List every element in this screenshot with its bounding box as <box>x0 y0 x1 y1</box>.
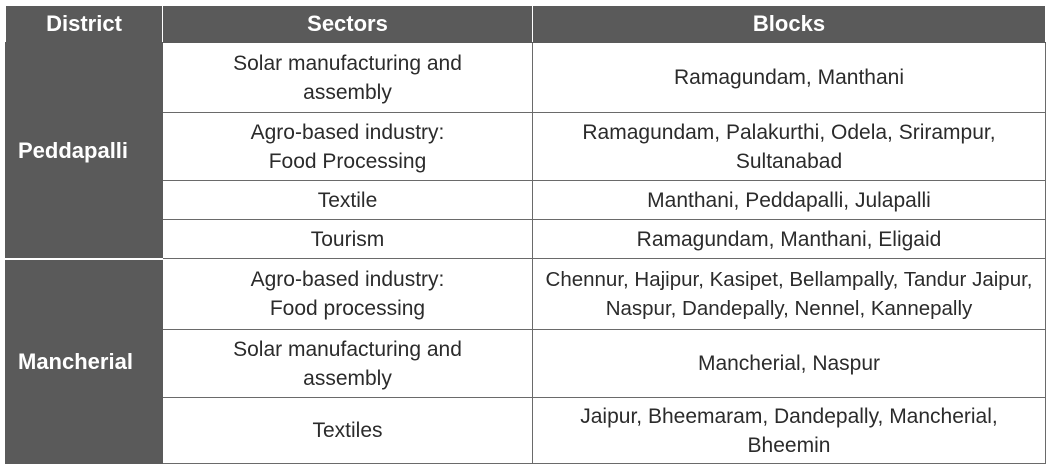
table-row: Agro-based industry: Food Processing Ram… <box>6 112 1046 181</box>
blocks-cell: Ramagundam, Manthani, Eligaid <box>532 219 1046 259</box>
sector-cell: Textiles <box>162 397 533 464</box>
sector-cell: Solar manufacturing and assembly <box>162 42 533 113</box>
table-row: Solar manufacturing and assembly Mancher… <box>6 329 1046 398</box>
district-sectors-table: District Sectors Blocks Peddapalli Solar… <box>5 5 1046 464</box>
table-row: Mancherial Agro-based industry: Food pro… <box>5 258 1046 464</box>
table-row: Textile Manthani, Peddapalli, Julapalli <box>6 180 1046 220</box>
sector-cell: Agro-based industry: Food Processing <box>162 112 533 181</box>
table-row: Textiles Jaipur, Bheemaram, Dandepally, … <box>6 397 1046 464</box>
blocks-cell: Jaipur, Bheemaram, Dandepally, Mancheria… <box>532 397 1046 464</box>
header-row: District Sectors Blocks <box>5 5 1046 43</box>
sector-cell: Textile <box>162 180 533 220</box>
blocks-cell: Chennur, Hajipur, Kasipet, Bellampally, … <box>532 258 1046 330</box>
sector-cell: Solar manufacturing and assembly <box>162 329 533 398</box>
district-cell-mancherial: Mancherial <box>5 258 163 464</box>
sector-cell: Tourism <box>162 219 533 259</box>
table-row: Tourism Ramagundam, Manthani, Eligaid <box>6 219 1046 259</box>
header-district: District <box>5 5 163 43</box>
blocks-cell: Ramagundam, Palakurthi, Odela, Srirampur… <box>532 112 1046 181</box>
header-sectors: Sectors <box>162 5 533 43</box>
blocks-cell: Manthani, Peddapalli, Julapalli <box>532 180 1046 220</box>
blocks-cell: Mancherial, Naspur <box>532 329 1046 398</box>
district-cell-peddapalli: Peddapalli <box>5 42 163 260</box>
sector-cell: Agro-based industry: Food processing <box>162 258 533 330</box>
header-blocks: Blocks <box>532 5 1046 43</box>
blocks-cell: Ramagundam, Manthani <box>532 42 1046 113</box>
table-row: Peddapalli Solar manufacturing and assem… <box>5 42 1046 260</box>
